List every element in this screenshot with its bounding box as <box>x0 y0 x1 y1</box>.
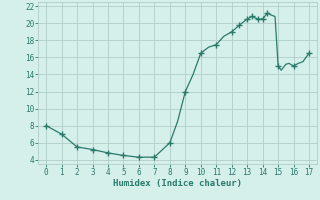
X-axis label: Humidex (Indice chaleur): Humidex (Indice chaleur) <box>113 179 242 188</box>
